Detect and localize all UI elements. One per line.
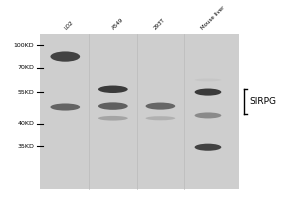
Text: SIRPG: SIRPG [249, 97, 276, 106]
Ellipse shape [98, 116, 128, 121]
Ellipse shape [50, 51, 80, 62]
Text: LO2: LO2 [63, 19, 74, 30]
Ellipse shape [195, 79, 221, 81]
Ellipse shape [146, 103, 175, 110]
Ellipse shape [195, 89, 221, 96]
Ellipse shape [98, 86, 128, 93]
Text: 35KD: 35KD [17, 144, 34, 149]
Text: Mouse liver: Mouse liver [200, 5, 226, 30]
Text: 100KD: 100KD [14, 43, 34, 48]
Ellipse shape [50, 103, 80, 111]
Ellipse shape [195, 144, 221, 151]
Ellipse shape [98, 102, 128, 110]
Ellipse shape [146, 116, 175, 120]
Text: 55KD: 55KD [17, 90, 34, 95]
Text: 40KD: 40KD [17, 121, 34, 126]
Text: A549: A549 [111, 17, 124, 30]
Text: 293T: 293T [152, 17, 166, 30]
Ellipse shape [195, 112, 221, 118]
Bar [40, 34, 239, 189]
Text: 70KD: 70KD [17, 65, 34, 70]
